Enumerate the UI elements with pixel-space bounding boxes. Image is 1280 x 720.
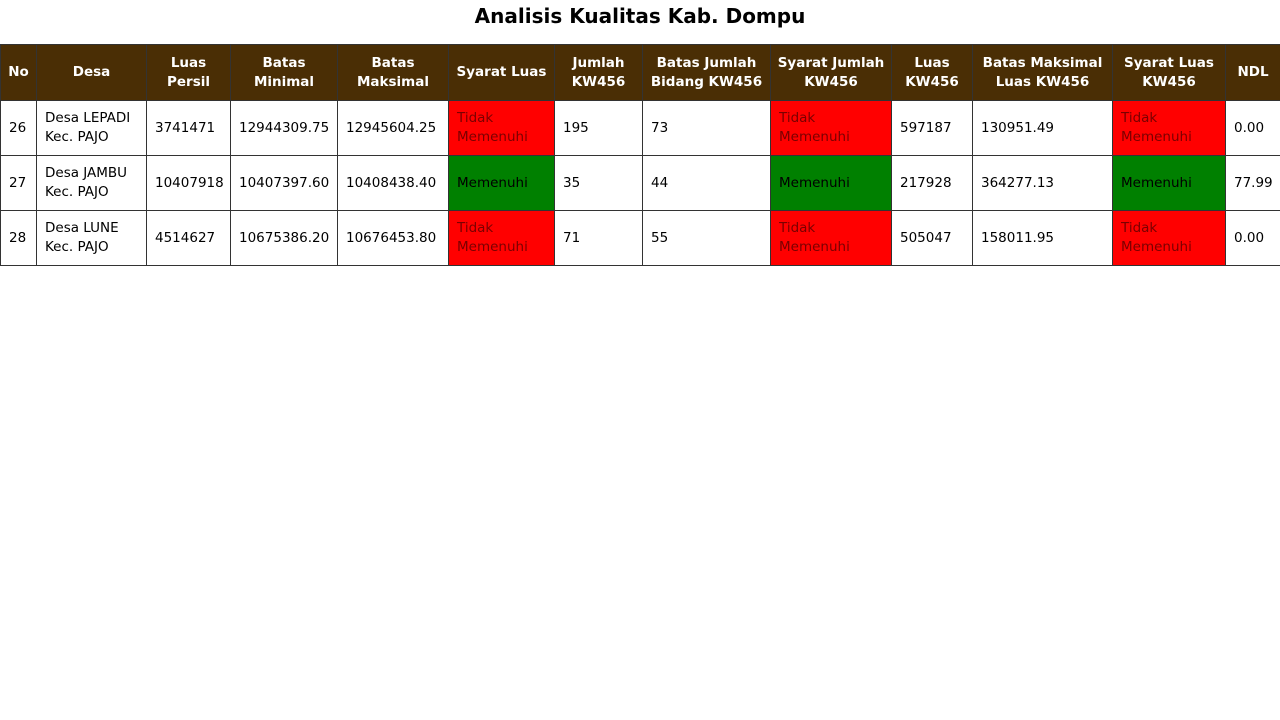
header-batas-maksimal: Batas Maksimal [337,44,449,101]
header-syarat-luas: Syarat Luas [448,44,555,101]
header-ndl: NDL [1225,44,1280,101]
header-batas-minimal: Batas Minimal [230,44,338,101]
cell-batas-maksimal: 10408438.40 [337,155,449,211]
cell-batas-maksimal-luas-kw456: 158011.95 [972,210,1113,266]
cell-syarat-luas: Tidak Memenuhi [448,210,555,266]
cell-syarat-luas-kw456: Memenuhi [1112,155,1226,211]
cell-syarat-luas: Tidak Memenuhi [448,100,555,156]
table-header: No Desa Luas Persil Batas Minimal Batas … [0,44,1280,101]
quality-analysis-table: No Desa Luas Persil Batas Minimal Batas … [0,44,1280,266]
cell-no: 28 [0,210,37,266]
header-batas-jumlah-bidang-kw456: Batas Jumlah Bidang KW456 [642,44,771,101]
cell-batas-maksimal: 12945604.25 [337,100,449,156]
cell-luas-persil: 3741471 [146,100,231,156]
cell-ndl: 0.00 [1225,210,1280,266]
cell-syarat-luas-kw456: Tidak Memenuhi [1112,100,1226,156]
cell-jumlah-kw456: 35 [554,155,643,211]
header-desa: Desa [36,44,147,101]
header-syarat-jumlah-kw456: Syarat Jumlah KW456 [770,44,892,101]
cell-luas-persil: 4514627 [146,210,231,266]
cell-jumlah-kw456: 195 [554,100,643,156]
header-luas-persil: Luas Persil [146,44,231,101]
cell-jumlah-kw456: 71 [554,210,643,266]
header-syarat-luas-kw456: Syarat Luas KW456 [1112,44,1226,101]
cell-batas-maksimal-luas-kw456: 130951.49 [972,100,1113,156]
cell-batas-minimal: 10675386.20 [230,210,338,266]
cell-luas-kw456: 597187 [891,100,973,156]
cell-ndl: 0.00 [1225,100,1280,156]
cell-desa: Desa LUNE Kec. PAJO [36,210,147,266]
quality-analysis-table-container: No Desa Luas Persil Batas Minimal Batas … [0,44,1280,266]
cell-syarat-jumlah-kw456: Tidak Memenuhi [770,210,892,266]
cell-luas-kw456: 217928 [891,155,973,211]
header-jumlah-kw456: Jumlah KW456 [554,44,643,101]
cell-luas-persil: 10407918 [146,155,231,211]
table-row: 26 Desa LEPADI Kec. PAJO 3741471 1294430… [0,100,1280,156]
cell-desa: Desa LEPADI Kec. PAJO [36,100,147,156]
cell-desa: Desa JAMBU Kec. PAJO [36,155,147,211]
cell-batas-minimal: 12944309.75 [230,100,338,156]
header-batas-maksimal-luas-kw456: Batas Maksimal Luas KW456 [972,44,1113,101]
cell-no: 26 [0,100,37,156]
cell-syarat-luas-kw456: Tidak Memenuhi [1112,210,1226,266]
cell-luas-kw456: 505047 [891,210,973,266]
cell-batas-maksimal-luas-kw456: 364277.13 [972,155,1113,211]
cell-batas-maksimal: 10676453.80 [337,210,449,266]
cell-batas-jumlah-bidang-kw456: 73 [642,100,771,156]
table-body: 26 Desa LEPADI Kec. PAJO 3741471 1294430… [0,100,1280,266]
cell-no: 27 [0,155,37,211]
cell-syarat-jumlah-kw456: Tidak Memenuhi [770,100,892,156]
header-luas-kw456: Luas KW456 [891,44,973,101]
header-row: No Desa Luas Persil Batas Minimal Batas … [0,44,1280,101]
table-row: 28 Desa LUNE Kec. PAJO 4514627 10675386.… [0,210,1280,266]
cell-ndl: 77.99 [1225,155,1280,211]
cell-batas-jumlah-bidang-kw456: 44 [642,155,771,211]
cell-syarat-luas: Memenuhi [448,155,555,211]
cell-batas-minimal: 10407397.60 [230,155,338,211]
cell-syarat-jumlah-kw456: Memenuhi [770,155,892,211]
header-no: No [0,44,37,101]
page-title: Analisis Kualitas Kab. Dompu [474,4,806,28]
cell-batas-jumlah-bidang-kw456: 55 [642,210,771,266]
table-row: 27 Desa JAMBU Kec. PAJO 10407918 1040739… [0,155,1280,211]
